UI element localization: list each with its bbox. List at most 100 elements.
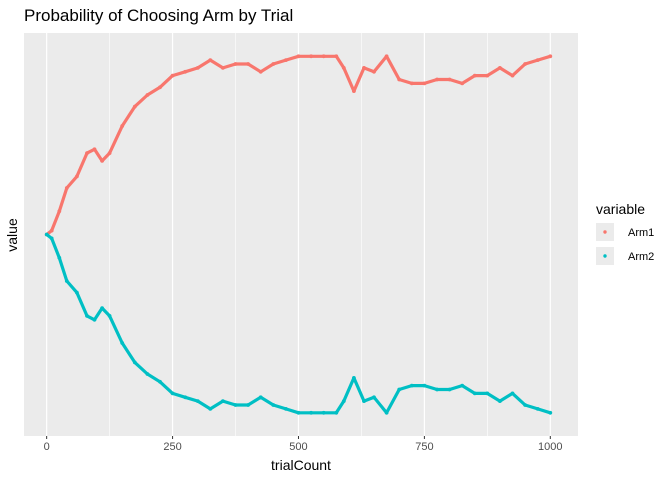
data-point-arm1: [321, 54, 326, 59]
data-point-arm1: [352, 89, 356, 93]
minor-gridlines: [109, 33, 488, 436]
data-point-arm2: [447, 387, 452, 392]
data-point-arm2: [100, 306, 104, 310]
data-point-arm2: [64, 279, 69, 283]
data-point-arm2: [75, 290, 79, 295]
data-point-arm2: [183, 395, 188, 400]
data-point-arm2: [170, 391, 175, 396]
data-point-arm1: [158, 85, 162, 90]
data-point-arm1: [435, 77, 439, 82]
data-point-arm1: [472, 73, 477, 78]
data-point-arm2: [510, 391, 515, 396]
data-point-arm2: [132, 360, 137, 365]
data-point-arm2: [548, 410, 553, 415]
legend: variable Arm1 Arm2: [596, 201, 654, 265]
data-point-arm2: [57, 255, 62, 260]
legend-dot-arm1: [603, 230, 607, 234]
data-point-arm1: [107, 151, 112, 156]
data-point-arm1: [271, 62, 276, 66]
data-point-arm2: [195, 399, 200, 403]
data-point-arm2: [145, 372, 150, 376]
data-point-arm2: [258, 395, 263, 400]
data-point-arm2: [409, 383, 414, 388]
data-point-arm2: [233, 403, 238, 407]
data-point-arm1: [195, 66, 200, 70]
data-point-arm2: [44, 232, 49, 237]
data-point-arm2: [321, 410, 326, 415]
data-point-arm1: [183, 69, 188, 74]
data-point-arm2: [49, 236, 54, 241]
plot-panel: [24, 33, 578, 436]
chart-title: Probability of Choosing Arm by Trial: [24, 6, 293, 25]
data-point-arm2: [158, 379, 162, 384]
data-point-arm1: [422, 81, 427, 86]
data-point-arm1: [233, 62, 238, 66]
data-point-arm2: [372, 395, 376, 400]
data-point-arm1: [49, 228, 54, 233]
data-point-arm1: [510, 73, 515, 78]
data-point-arm1: [258, 69, 263, 74]
data-point-arm1: [284, 58, 288, 62]
data-point-arm2: [271, 403, 276, 407]
data-point-arm2: [221, 399, 225, 403]
series-arm1: [44, 54, 553, 237]
x-tick-label: 250: [163, 441, 181, 453]
legend-label-arm1: Arm1: [628, 227, 654, 239]
x-tick-label: 0: [44, 441, 50, 453]
data-point-arm1: [100, 159, 104, 163]
data-point-arm2: [472, 391, 477, 396]
data-point-arm1: [498, 66, 502, 70]
data-point-arm2: [85, 314, 89, 318]
data-point-arm2: [362, 399, 366, 403]
x-tick-label: 1000: [538, 441, 562, 453]
data-point-arm1: [384, 54, 389, 59]
data-point-arm1: [447, 77, 452, 82]
legend-title: variable: [596, 201, 645, 217]
series-arm2: [44, 232, 553, 415]
data-point-arm1: [334, 54, 339, 59]
data-point-arm1: [92, 147, 97, 152]
data-point-arm1: [57, 209, 62, 214]
data-point-arm1: [535, 58, 540, 62]
data-point-arm1: [309, 54, 313, 59]
data-point-arm2: [120, 341, 125, 345]
data-point-arm1: [170, 73, 175, 78]
data-point-arm1: [460, 81, 465, 86]
data-point-arm2: [397, 387, 402, 392]
data-point-arm1: [64, 186, 69, 190]
data-point-arm2: [384, 410, 389, 415]
x-axis-title: trialCount: [271, 457, 331, 473]
x-axis-tick-labels: 0 250 500 750 1000: [44, 441, 563, 453]
data-point-arm1: [132, 104, 137, 109]
data-point-arm1: [372, 69, 376, 74]
data-point-arm1: [296, 54, 301, 59]
legend-dot-arm2: [603, 254, 607, 258]
data-point-arm1: [221, 66, 225, 70]
data-point-arm2: [341, 399, 346, 403]
data-point-arm2: [485, 391, 490, 396]
data-point-arm2: [435, 387, 439, 392]
x-tick-label: 500: [289, 441, 307, 453]
data-point-arm2: [309, 410, 313, 415]
data-point-arm1: [120, 124, 125, 128]
data-point-arm1: [548, 54, 553, 59]
data-point-arm2: [208, 407, 213, 411]
data-point-arm1: [85, 151, 89, 156]
series-layer: [44, 54, 553, 415]
data-point-arm2: [334, 410, 339, 415]
data-point-arm2: [352, 376, 356, 380]
data-point-arm2: [107, 314, 112, 318]
data-point-arm1: [246, 62, 251, 66]
data-point-arm2: [523, 403, 527, 407]
data-point-arm2: [92, 317, 97, 322]
data-point-arm2: [284, 407, 288, 411]
legend-label-arm2: Arm2: [628, 251, 654, 263]
data-point-arm1: [341, 66, 346, 70]
data-point-arm1: [485, 73, 490, 78]
data-point-arm1: [409, 81, 414, 86]
data-point-arm2: [535, 407, 540, 411]
data-point-arm2: [498, 399, 502, 403]
data-point-arm2: [296, 410, 301, 415]
data-point-arm1: [75, 174, 79, 179]
